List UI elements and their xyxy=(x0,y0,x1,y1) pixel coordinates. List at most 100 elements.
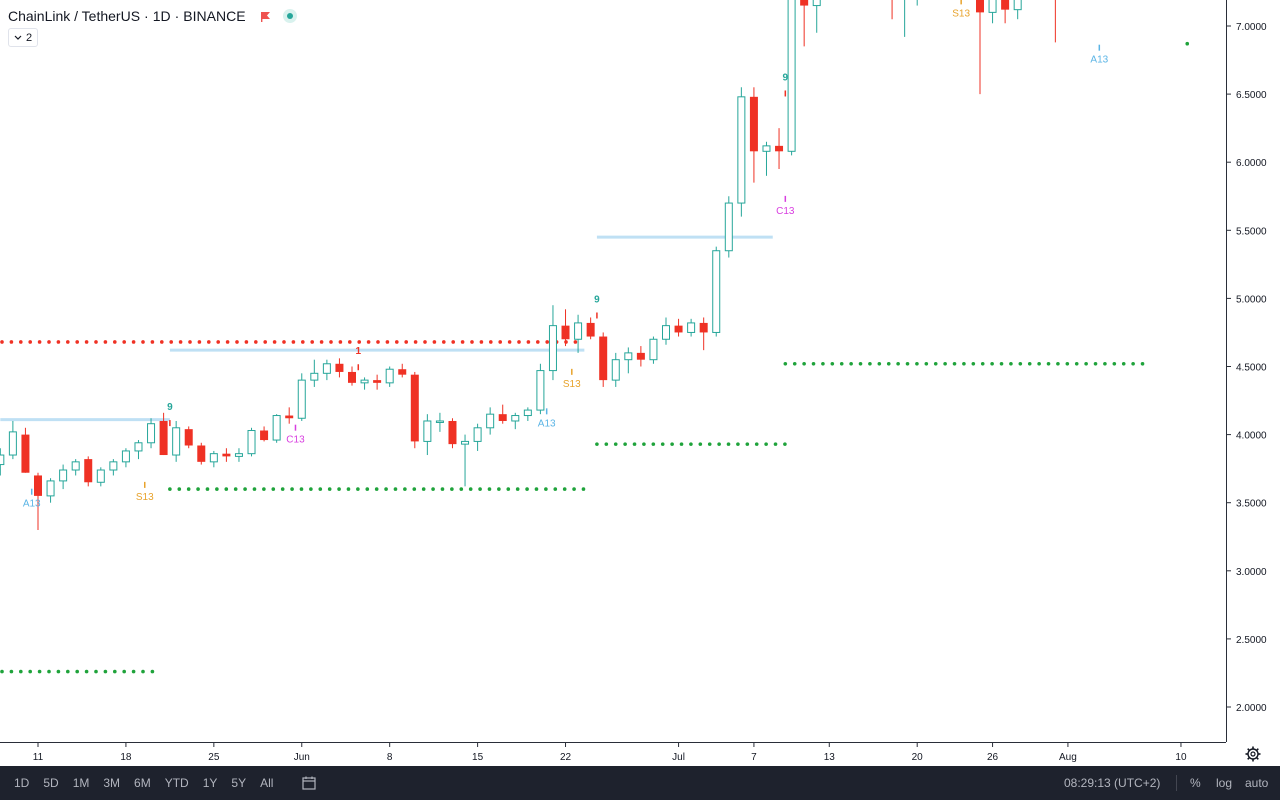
tdst-dot xyxy=(432,340,437,344)
tdst-dot xyxy=(1037,361,1041,366)
candle-body-up xyxy=(121,450,130,463)
tdst-dot xyxy=(536,340,540,344)
interval-label[interactable]: 1D xyxy=(152,8,171,24)
candle-body-down xyxy=(561,325,570,340)
tdst-dot xyxy=(66,340,70,344)
price-tick-label: 6.0000 xyxy=(1236,158,1267,169)
tdst-dot xyxy=(168,487,172,491)
range-6m-button[interactable]: 6M xyxy=(134,776,151,790)
auto-scale-toggle[interactable]: auto xyxy=(1245,776,1269,790)
tdst-dot xyxy=(301,340,305,344)
range-1m-button[interactable]: 1M xyxy=(72,776,90,790)
indicators-collapse-button[interactable]: 2 xyxy=(8,28,39,47)
tdst-dot xyxy=(507,340,512,344)
tdst-dot xyxy=(915,361,919,366)
tdst-dot xyxy=(235,340,239,344)
price-chart[interactable]: A13S139C131A13S1399C13A131S13A13S131912 … xyxy=(0,0,1280,766)
tdst-dot xyxy=(337,487,341,491)
tdst-dot xyxy=(604,442,609,446)
candle xyxy=(574,314,583,353)
candle-body-down xyxy=(84,459,93,483)
range-5y-button[interactable]: 5Y xyxy=(231,776,247,790)
tdst-dot xyxy=(498,340,503,344)
time-tick-label: 26 xyxy=(987,752,999,763)
tdst-dot xyxy=(460,340,465,344)
candle-body-down xyxy=(448,420,457,445)
candle-body-up xyxy=(812,0,821,7)
percent-scale-toggle[interactable]: % xyxy=(1190,776,1201,790)
candle xyxy=(461,434,470,487)
candle-body-down xyxy=(699,322,708,333)
settings-gear-icon[interactable] xyxy=(1245,746,1261,762)
td-label-s13: S13 xyxy=(136,492,154,503)
range-ytd-button[interactable]: YTD xyxy=(164,776,189,790)
candle xyxy=(310,359,319,387)
range-5d-button[interactable]: 5D xyxy=(43,776,59,790)
tdst-dot xyxy=(905,361,910,366)
range-1d-button[interactable]: 1D xyxy=(14,776,30,790)
candle xyxy=(0,448,5,476)
time-axis[interactable]: 11 18 25 Jun 8 15 22 Jul 7 13 20 26 Aug 10 xyxy=(33,742,1187,763)
market-status-icon[interactable] xyxy=(282,9,297,23)
goto-date-calendar-icon[interactable] xyxy=(302,776,317,790)
tdst-dot xyxy=(689,442,693,446)
candle-body-up xyxy=(109,461,118,471)
tdst-dot xyxy=(393,487,398,491)
range-3m-button[interactable]: 3M xyxy=(103,776,121,790)
tdst-dot xyxy=(726,442,731,446)
tdst-dot xyxy=(468,487,473,491)
tdst-dot xyxy=(188,340,192,344)
range-all-button[interactable]: All xyxy=(260,776,274,790)
candle xyxy=(548,305,557,381)
tdst-dot xyxy=(291,340,296,344)
candle xyxy=(410,371,419,449)
tdst-dot xyxy=(356,487,360,491)
symbol-name[interactable]: ChainLink / TetherUS xyxy=(8,8,141,24)
tdst-dot xyxy=(0,669,4,674)
tdst-dot xyxy=(952,361,957,366)
tdst-dot xyxy=(376,340,380,344)
tdst-dot xyxy=(802,361,806,366)
candle-body-down xyxy=(159,420,168,456)
tdst-dot xyxy=(1140,361,1145,366)
candle-body-up xyxy=(737,96,746,204)
candle xyxy=(8,420,17,460)
tdst-dot xyxy=(783,442,787,446)
log-scale-toggle[interactable]: log xyxy=(1216,776,1233,790)
candle xyxy=(34,472,42,530)
tdst-dot xyxy=(19,669,23,674)
tdst-dot xyxy=(534,487,539,491)
tdst-dot xyxy=(207,340,211,344)
price-tick-label: 4.5000 xyxy=(1236,363,1267,374)
candle xyxy=(988,0,997,24)
price-axis[interactable]: 12.000011.500011.000010.500010.00009.500… xyxy=(1226,0,1273,714)
time-tick-label: 11 xyxy=(33,752,44,763)
tdst-dot xyxy=(773,442,778,446)
tdst-dot xyxy=(497,487,501,491)
candle-body-up xyxy=(209,453,218,463)
tdst-dot xyxy=(544,487,548,491)
tdst-dot xyxy=(84,340,89,344)
price-tick-label: 5.5000 xyxy=(1236,226,1267,237)
tdst-dot xyxy=(1027,361,1032,366)
candle xyxy=(523,407,532,421)
tdst-dot xyxy=(346,487,351,491)
candle xyxy=(385,366,394,387)
candle-body-up xyxy=(71,461,80,471)
tdst-dot xyxy=(698,442,703,446)
flag-icon[interactable] xyxy=(260,11,271,22)
tdst-dot xyxy=(506,487,511,491)
candle-body-up xyxy=(574,322,583,340)
candle xyxy=(624,347,633,374)
tdst-dot xyxy=(366,340,371,344)
time-tick-label: 10 xyxy=(1175,752,1187,763)
tdst-dot xyxy=(374,487,379,491)
tdst-dot xyxy=(736,442,740,446)
candle xyxy=(147,418,156,449)
range-1y-button[interactable]: 1Y xyxy=(202,776,218,790)
tdst-dot xyxy=(679,442,684,446)
clock-timezone[interactable]: 08:29:13 (UTC+2) xyxy=(1064,776,1161,790)
td-label-a13: A13 xyxy=(23,499,41,510)
candle-body-up xyxy=(687,322,696,333)
exchange-label[interactable]: BINANCE xyxy=(183,8,246,24)
